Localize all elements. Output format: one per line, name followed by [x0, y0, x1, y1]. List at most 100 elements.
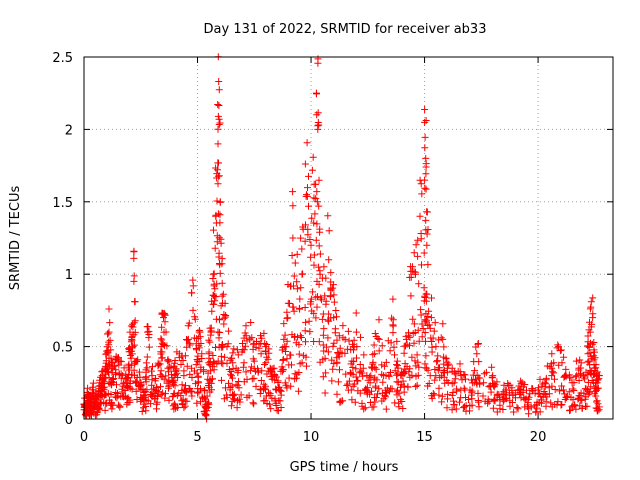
- data-point: [421, 360, 429, 368]
- data-point: [128, 350, 136, 358]
- data-point: [211, 285, 219, 293]
- data-point: [313, 198, 321, 206]
- data-point: [422, 185, 430, 193]
- data-point: [556, 387, 564, 395]
- data-point: [89, 383, 97, 391]
- data-point: [233, 346, 241, 354]
- data-point: [424, 366, 432, 374]
- data-point: [263, 400, 271, 407]
- data-point: [444, 379, 452, 387]
- data-point: [185, 319, 193, 327]
- data-point: [107, 391, 115, 398]
- data-point: [421, 144, 429, 152]
- data-point: [213, 238, 221, 246]
- data-point: [258, 367, 266, 375]
- data-point: [344, 380, 352, 388]
- data-point: [159, 341, 167, 348]
- data-point: [413, 351, 421, 359]
- data-point: [408, 353, 416, 361]
- data-point: [160, 375, 168, 383]
- data-point: [242, 322, 250, 330]
- data-point: [371, 350, 379, 358]
- data-point: [242, 332, 250, 340]
- data-point: [397, 383, 404, 391]
- data-point: [428, 294, 435, 302]
- data-point: [297, 334, 305, 341]
- data-point: [171, 357, 179, 364]
- data-point: [472, 375, 479, 383]
- data-point: [182, 389, 190, 397]
- data-point: [410, 339, 418, 347]
- data-point: [461, 386, 469, 394]
- chart-title: Day 131 of 2022, SRMTID for receiver ab3…: [204, 22, 487, 37]
- data-point: [183, 336, 190, 343]
- data-point: [276, 397, 284, 405]
- data-point: [105, 341, 113, 349]
- data-point: [418, 333, 426, 341]
- data-point: [310, 261, 318, 269]
- data-point: [403, 363, 411, 371]
- data-point: [353, 377, 361, 384]
- data-point: [320, 347, 328, 355]
- data-point: [316, 267, 324, 275]
- data-point: [230, 345, 238, 353]
- data-point: [240, 359, 248, 367]
- data-point: [586, 389, 594, 397]
- data-point: [522, 395, 530, 403]
- data-point: [215, 102, 223, 109]
- data-point: [557, 401, 565, 409]
- data-point: [302, 338, 309, 346]
- data-point: [315, 338, 323, 346]
- data-point: [587, 367, 595, 375]
- data-point: [128, 385, 136, 393]
- data-point: [343, 382, 351, 389]
- data-point: [422, 170, 430, 178]
- data-point: [586, 305, 594, 313]
- data-point: [131, 298, 139, 306]
- data-point: [327, 314, 335, 322]
- data-point: [302, 318, 310, 326]
- data-point: [229, 391, 236, 399]
- data-point: [316, 228, 324, 236]
- data-point: [414, 252, 422, 260]
- data-point: [261, 361, 268, 368]
- data-point: [405, 368, 413, 376]
- data-point: [400, 382, 408, 390]
- data-point: [308, 307, 316, 315]
- data-point: [299, 270, 307, 278]
- data-point: [389, 322, 397, 330]
- data-point: [331, 329, 339, 337]
- data-point: [356, 389, 364, 397]
- data-point: [313, 220, 321, 228]
- data-point: [289, 202, 297, 210]
- data-point: [391, 351, 398, 359]
- data-point: [211, 244, 219, 252]
- data-point: [247, 367, 255, 375]
- data-point: [197, 398, 204, 406]
- data-point: [449, 389, 457, 396]
- data-point: [352, 328, 360, 336]
- data-point: [282, 348, 289, 355]
- data-point: [548, 350, 556, 358]
- data-point: [422, 290, 430, 298]
- data-point: [260, 380, 268, 388]
- data-point: [572, 373, 580, 381]
- data-point: [521, 396, 529, 404]
- data-point: [371, 330, 379, 337]
- data-point: [283, 384, 291, 392]
- data-point: [347, 386, 355, 394]
- data-point: [328, 377, 336, 385]
- x-tick-label: 20: [530, 430, 547, 445]
- data-point: [215, 234, 223, 242]
- data-point: [215, 249, 223, 257]
- data-point: [368, 363, 376, 371]
- data-point: [410, 249, 418, 257]
- data-point: [194, 389, 201, 397]
- data-point: [418, 190, 426, 198]
- data-point: [422, 160, 430, 168]
- data-point: [240, 346, 248, 354]
- data-point: [309, 153, 317, 161]
- data-point: [548, 372, 556, 380]
- data-point: [145, 331, 153, 338]
- data-point: [345, 377, 353, 385]
